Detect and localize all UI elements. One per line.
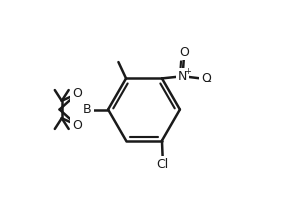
Text: O: O bbox=[201, 72, 211, 85]
Text: Cl: Cl bbox=[156, 157, 169, 171]
Text: B: B bbox=[83, 103, 92, 116]
Text: O: O bbox=[72, 119, 82, 132]
Text: −: − bbox=[204, 77, 212, 87]
Text: N: N bbox=[178, 70, 187, 83]
Text: O: O bbox=[179, 46, 189, 59]
Text: +: + bbox=[184, 67, 191, 76]
Text: O: O bbox=[72, 87, 82, 100]
